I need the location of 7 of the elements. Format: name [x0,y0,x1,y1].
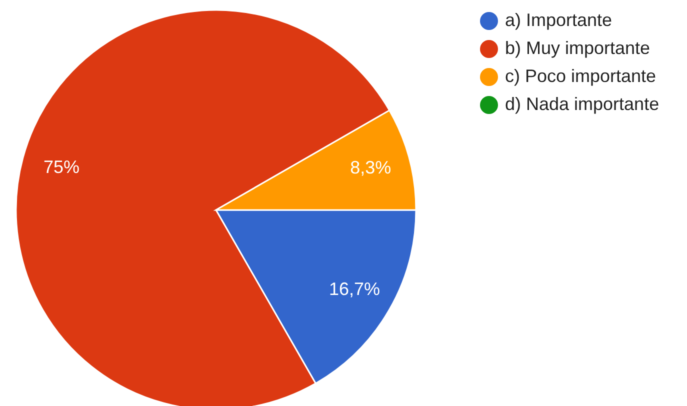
legend-label: d) Nada importante [505,94,660,114]
data-label: 16,7% [328,278,380,299]
data-label: 75% [44,157,80,178]
legend-label: b) Muy importante [505,38,650,58]
legend-label: a) Importante [505,10,612,30]
legend-label: c) Poco importante [505,66,656,86]
data-label: 8,3% [350,158,392,178]
